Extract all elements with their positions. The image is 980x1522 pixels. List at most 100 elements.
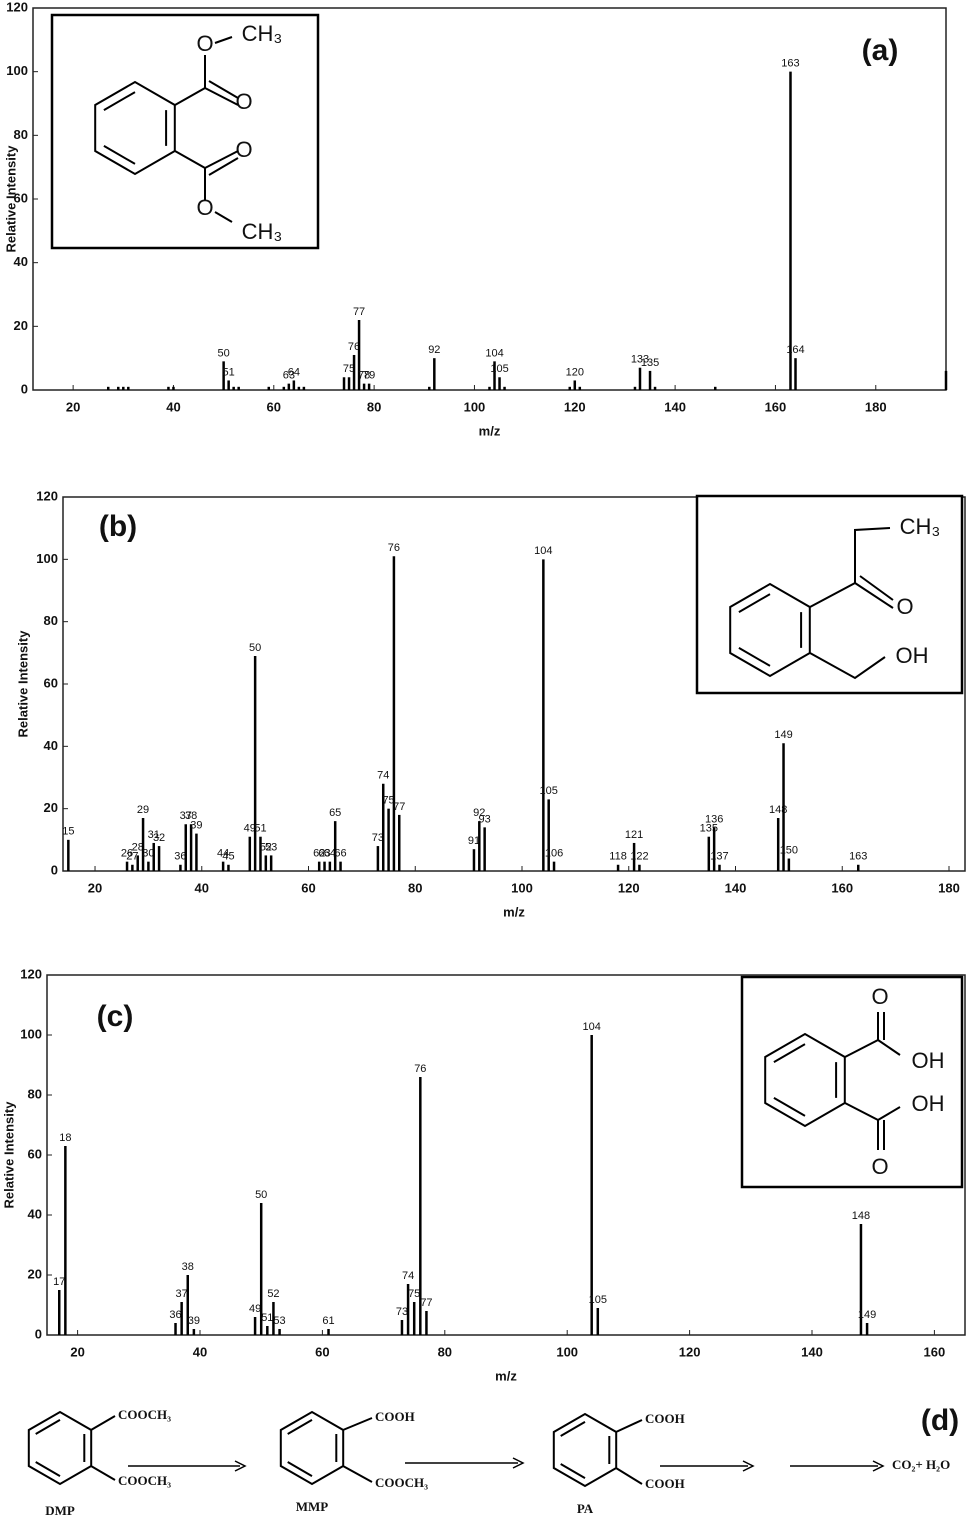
peak-label: 30	[142, 848, 154, 860]
atom-label: O	[196, 31, 213, 56]
peak-label: 62	[313, 848, 325, 860]
peak-label: 18	[59, 1132, 71, 1144]
peak-label: 77	[353, 306, 365, 318]
peak-label: 79	[363, 370, 375, 382]
arrows	[128, 1457, 885, 1472]
x-tick-label: 40	[193, 1344, 207, 1359]
compound-name: PA	[577, 1501, 594, 1516]
peak-label: 93	[479, 813, 491, 825]
x-tick-label: 180	[865, 399, 887, 414]
peak-label: 50	[249, 642, 261, 654]
peak-label: 106	[545, 848, 563, 860]
scheme	[128, 1457, 885, 1472]
peak-label: 17	[53, 1276, 65, 1288]
peak-label: 136	[705, 813, 723, 825]
x-tick-label: 80	[438, 1344, 452, 1359]
peak-label: 149	[858, 1309, 876, 1321]
peak-label: 27	[126, 851, 138, 863]
x-axis-label: m/z	[503, 904, 525, 919]
atom-label: CH₃	[242, 219, 283, 244]
y-tick-label: 40	[44, 738, 58, 753]
peak-label: 52	[260, 841, 272, 853]
x-tick-label: 60	[267, 399, 281, 414]
y-tick-label: 80	[44, 613, 58, 628]
inset-frame	[740, 975, 964, 1189]
peak-label: 163	[781, 58, 799, 70]
y-tick-label: 60	[14, 190, 28, 205]
peak-label: 63	[318, 848, 330, 860]
peak-label: 63	[283, 370, 295, 382]
peak-label: 133	[631, 354, 649, 366]
peak-label: 36	[169, 1309, 181, 1321]
y-axis-label: Relative Intensity	[3, 145, 18, 253]
peak-label: 148	[852, 1210, 870, 1222]
peak-label: 49	[249, 1303, 261, 1315]
peak-label: 149	[774, 729, 792, 741]
peak-label: 91	[468, 835, 480, 847]
peak-label: 105	[540, 785, 558, 797]
x-tick-label: 180	[938, 880, 960, 895]
peak-label: 92	[473, 807, 485, 819]
x-tick-label: 140	[664, 399, 686, 414]
peak-label: 75	[382, 795, 394, 807]
ring	[552, 1412, 643, 1488]
product: CO₂+ H₂O	[892, 1457, 950, 1472]
peak-label: 37	[180, 810, 192, 822]
y-tick-label: 80	[28, 1086, 42, 1101]
peak-label: 51	[261, 1312, 273, 1324]
peak-label: 38	[185, 810, 197, 822]
y-tick-label: 20	[28, 1266, 42, 1281]
peak-label: 53	[273, 1315, 285, 1327]
chart: 0 20 40 60 80 100 120 20 40 60 80 100 120 140 160 m/z Re…	[1, 966, 966, 1383]
x-axis-label: m/z	[495, 1368, 517, 1383]
x-tick-label: 20	[88, 880, 102, 895]
x-tick-label: 80	[367, 399, 381, 414]
atom-label: OH	[912, 1091, 945, 1116]
scheme-label: (d)	[921, 1404, 959, 1437]
x-tick-label: 20	[66, 399, 80, 414]
peak-label: 39	[190, 820, 202, 832]
peak-label: 105	[490, 363, 508, 375]
peak-label: 73	[396, 1306, 408, 1318]
ring	[94, 36, 239, 223]
x-axis-label: m/z	[479, 423, 501, 438]
substituent: COOCH₃	[375, 1475, 428, 1490]
y-tick-label: 0	[35, 1326, 42, 1341]
y-tick-label: 100	[36, 551, 58, 566]
peak-label: 78	[358, 370, 370, 382]
x-tick-label: 60	[315, 1344, 329, 1359]
y-tick-label: 100	[20, 1026, 42, 1041]
peak-label: 163	[849, 851, 867, 863]
peak-label: 104	[583, 1021, 601, 1033]
substituent: COOH	[645, 1476, 685, 1491]
chart: 0 20 40 60 80 100 120 20 40 60 80 100 120 140 160 180 m/…	[3, 0, 948, 438]
peak-label: 77	[393, 801, 405, 813]
inset-frame	[50, 13, 320, 250]
peak-label: 28	[132, 841, 144, 853]
peak-label: 61	[322, 1315, 334, 1327]
peak-label: 51	[223, 366, 235, 378]
y-tick-label: 40	[28, 1206, 42, 1221]
peak-label: 39	[188, 1315, 200, 1327]
panel-label: (c)	[97, 1000, 134, 1033]
peak-label: 77	[420, 1297, 432, 1309]
peak-label: 26	[121, 848, 133, 860]
substituent: COOCH₃	[118, 1473, 171, 1488]
peak-label: 120	[566, 366, 584, 378]
peak-label: 64	[288, 366, 300, 378]
x-tick-label: 120	[564, 399, 586, 414]
x-tick-label: 160	[924, 1344, 946, 1359]
y-tick-label: 0	[51, 862, 58, 877]
y-tick-label: 40	[14, 254, 28, 269]
atom-label: OH	[912, 1048, 945, 1073]
x-tick-label: 140	[801, 1344, 823, 1359]
x-tick-label: 120	[679, 1344, 701, 1359]
y-tick-label: 80	[14, 127, 28, 142]
substituent: COOH	[645, 1411, 685, 1426]
y-tick-label: 120	[6, 0, 28, 14]
chart: 0 20 40 60 80 100 120 20 40 60 80 100 120 140 160 180 m/…	[15, 488, 966, 919]
peak-label: 44	[217, 848, 229, 860]
peak-label: 104	[485, 347, 503, 359]
ring	[279, 1410, 373, 1486]
peak-label: 31	[148, 829, 160, 841]
